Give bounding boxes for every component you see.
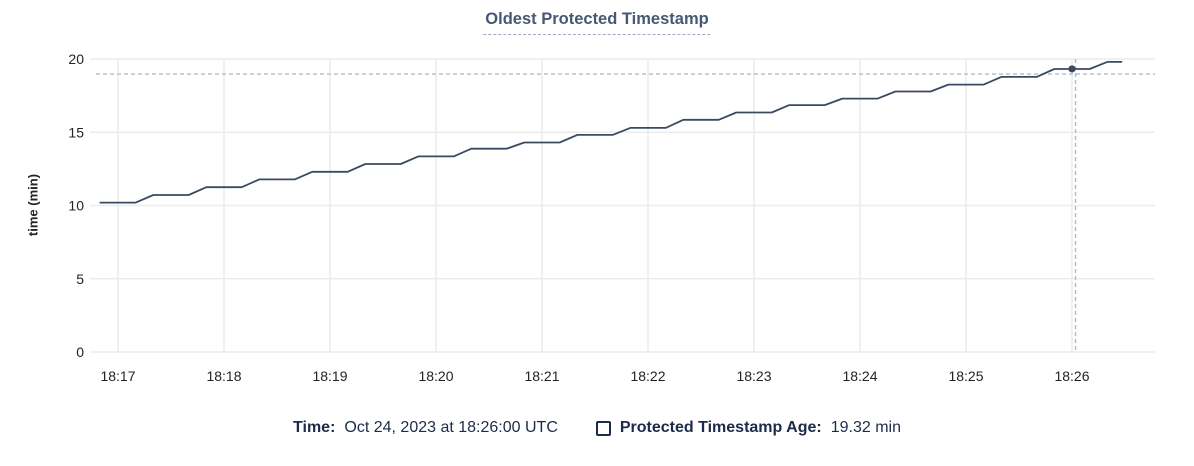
x-tick-label: 18:24 xyxy=(842,368,877,384)
y-tick-label: 5 xyxy=(76,271,84,287)
x-tick-label: 18:18 xyxy=(206,368,241,384)
x-tick-label: 18:21 xyxy=(524,368,559,384)
legend: Time: Oct 24, 2023 at 18:26:00 UTC Prote… xyxy=(0,419,1194,437)
x-tick-label: 18:20 xyxy=(418,368,453,384)
legend-time-value: Oct 24, 2023 at 18:26:00 UTC xyxy=(344,419,558,436)
x-tick-label: 18:22 xyxy=(630,368,665,384)
legend-series-toggle[interactable]: Protected Timestamp Age: 19.32 min xyxy=(595,419,901,437)
y-tick-label: 10 xyxy=(68,198,84,214)
legend-series-label: Protected Timestamp Age: xyxy=(619,419,822,436)
y-axis-label: time (min) xyxy=(25,173,41,237)
y-tick-label: 20 xyxy=(68,51,84,67)
x-tick-label: 18:23 xyxy=(736,368,771,384)
x-tick-label: 18:19 xyxy=(312,368,347,384)
chart-plot-area[interactable]: 18:17 18:18 18:19 18:20 18:21 18:22 18:23 18:24… xyxy=(0,0,1194,400)
hover-point-marker xyxy=(1068,65,1076,73)
legend-time: Time: Oct 24, 2023 at 18:26:00 UTC xyxy=(293,419,558,437)
legend-time-label: Time: xyxy=(293,419,336,436)
y-tick-label: 0 xyxy=(76,344,84,360)
y-tick-label: 15 xyxy=(68,124,84,140)
chart-title[interactable]: Oldest Protected Timestamp xyxy=(483,10,711,35)
x-tick-label: 18:25 xyxy=(948,368,983,384)
series-checkbox[interactable] xyxy=(595,420,611,436)
x-tick-label: 18:17 xyxy=(100,368,135,384)
x-tick-label: 18:26 xyxy=(1054,368,1089,384)
legend-series-value: 19.32 min xyxy=(830,419,901,436)
series-line xyxy=(99,61,1123,204)
